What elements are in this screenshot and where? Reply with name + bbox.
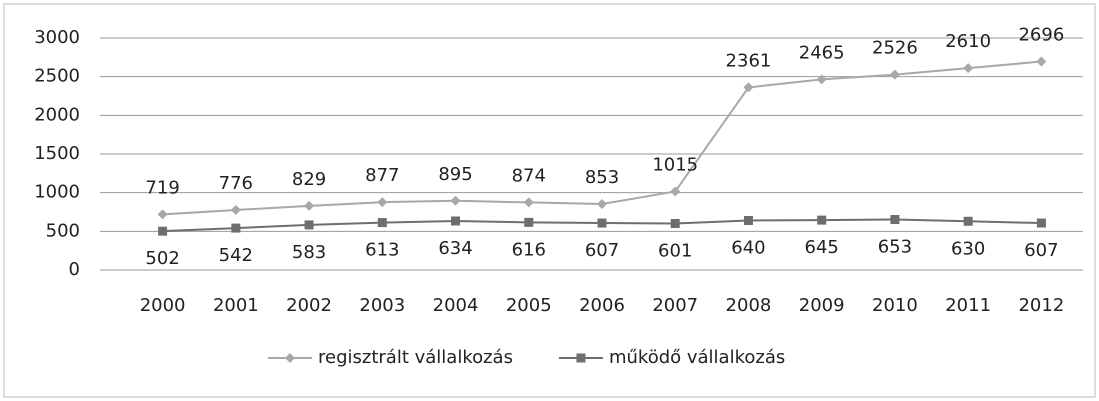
data-label: 607 — [1024, 240, 1058, 261]
x-tick-label: 2008 — [726, 295, 772, 316]
point — [743, 82, 754, 93]
point — [524, 217, 534, 227]
y-tick-label: 1500 — [34, 143, 80, 164]
data-label: 634 — [438, 238, 472, 259]
point — [230, 204, 241, 215]
data-label: 877 — [365, 165, 399, 186]
point — [377, 218, 387, 228]
data-label: 776 — [219, 173, 253, 194]
y-tick-label: 1000 — [34, 182, 80, 203]
point — [670, 219, 680, 229]
y-tick-label: 2500 — [34, 66, 80, 87]
x-tick-label: 2006 — [579, 295, 625, 316]
point — [816, 74, 827, 85]
data-label: 601 — [658, 241, 692, 262]
point — [1036, 56, 1047, 67]
point — [890, 215, 900, 225]
point — [451, 216, 461, 226]
data-label: 1015 — [652, 155, 698, 176]
point — [743, 216, 753, 226]
point — [157, 209, 168, 220]
data-label: 640 — [731, 238, 765, 259]
data-label: 613 — [365, 240, 399, 261]
x-tick-label: 2007 — [652, 295, 698, 316]
legend-label: regisztrált vállalkozás — [318, 347, 513, 368]
x-tick-label: 2011 — [945, 295, 991, 316]
x-tick-label: 2002 — [286, 295, 332, 316]
y-tick-label: 2000 — [34, 104, 80, 125]
data-label: 630 — [951, 238, 985, 259]
point — [597, 199, 607, 210]
data-label: 2696 — [1018, 25, 1064, 46]
point — [1036, 218, 1046, 228]
point — [231, 223, 241, 233]
legend-marker — [576, 353, 586, 363]
point — [450, 195, 461, 206]
point — [377, 197, 388, 208]
point — [670, 186, 681, 197]
point — [963, 63, 974, 74]
data-label: 853 — [585, 167, 619, 188]
x-tick-label: 2012 — [1018, 295, 1064, 316]
data-label: 2361 — [726, 50, 772, 71]
point — [304, 220, 314, 230]
data-label: 607 — [585, 240, 619, 261]
data-label: 653 — [878, 237, 912, 258]
data-label: 719 — [145, 177, 179, 198]
point — [304, 200, 315, 211]
point — [817, 215, 827, 225]
data-label: 542 — [219, 245, 253, 266]
point — [597, 218, 607, 228]
data-label: 502 — [145, 248, 179, 269]
point — [523, 197, 534, 208]
x-tick-label: 2009 — [799, 295, 845, 316]
point — [889, 69, 900, 80]
point — [158, 226, 168, 236]
y-tick-label: 3000 — [34, 27, 80, 48]
data-label: 829 — [292, 169, 326, 190]
data-label: 583 — [292, 242, 326, 263]
x-tick-label: 2010 — [872, 295, 918, 316]
x-tick-label: 2003 — [359, 295, 405, 316]
data-label: 895 — [438, 164, 472, 185]
x-tick-label: 2004 — [433, 295, 479, 316]
data-label: 2526 — [872, 38, 918, 59]
y-tick-label: 0 — [69, 259, 80, 280]
y-tick-label: 500 — [46, 220, 80, 241]
point — [963, 216, 973, 226]
chart-frame — [3, 3, 1096, 398]
data-label: 645 — [805, 237, 839, 258]
data-label: 2610 — [945, 31, 991, 52]
series-line — [162, 60, 1042, 216]
x-tick-label: 2000 — [140, 295, 186, 316]
x-tick-label: 2005 — [506, 295, 552, 316]
data-label: 2465 — [799, 42, 845, 63]
legend-marker — [285, 353, 295, 363]
x-tick-label: 2001 — [213, 295, 259, 316]
data-label: 874 — [512, 165, 546, 186]
legend-label: működő vállalkozás — [609, 347, 785, 368]
data-label: 616 — [512, 239, 546, 260]
